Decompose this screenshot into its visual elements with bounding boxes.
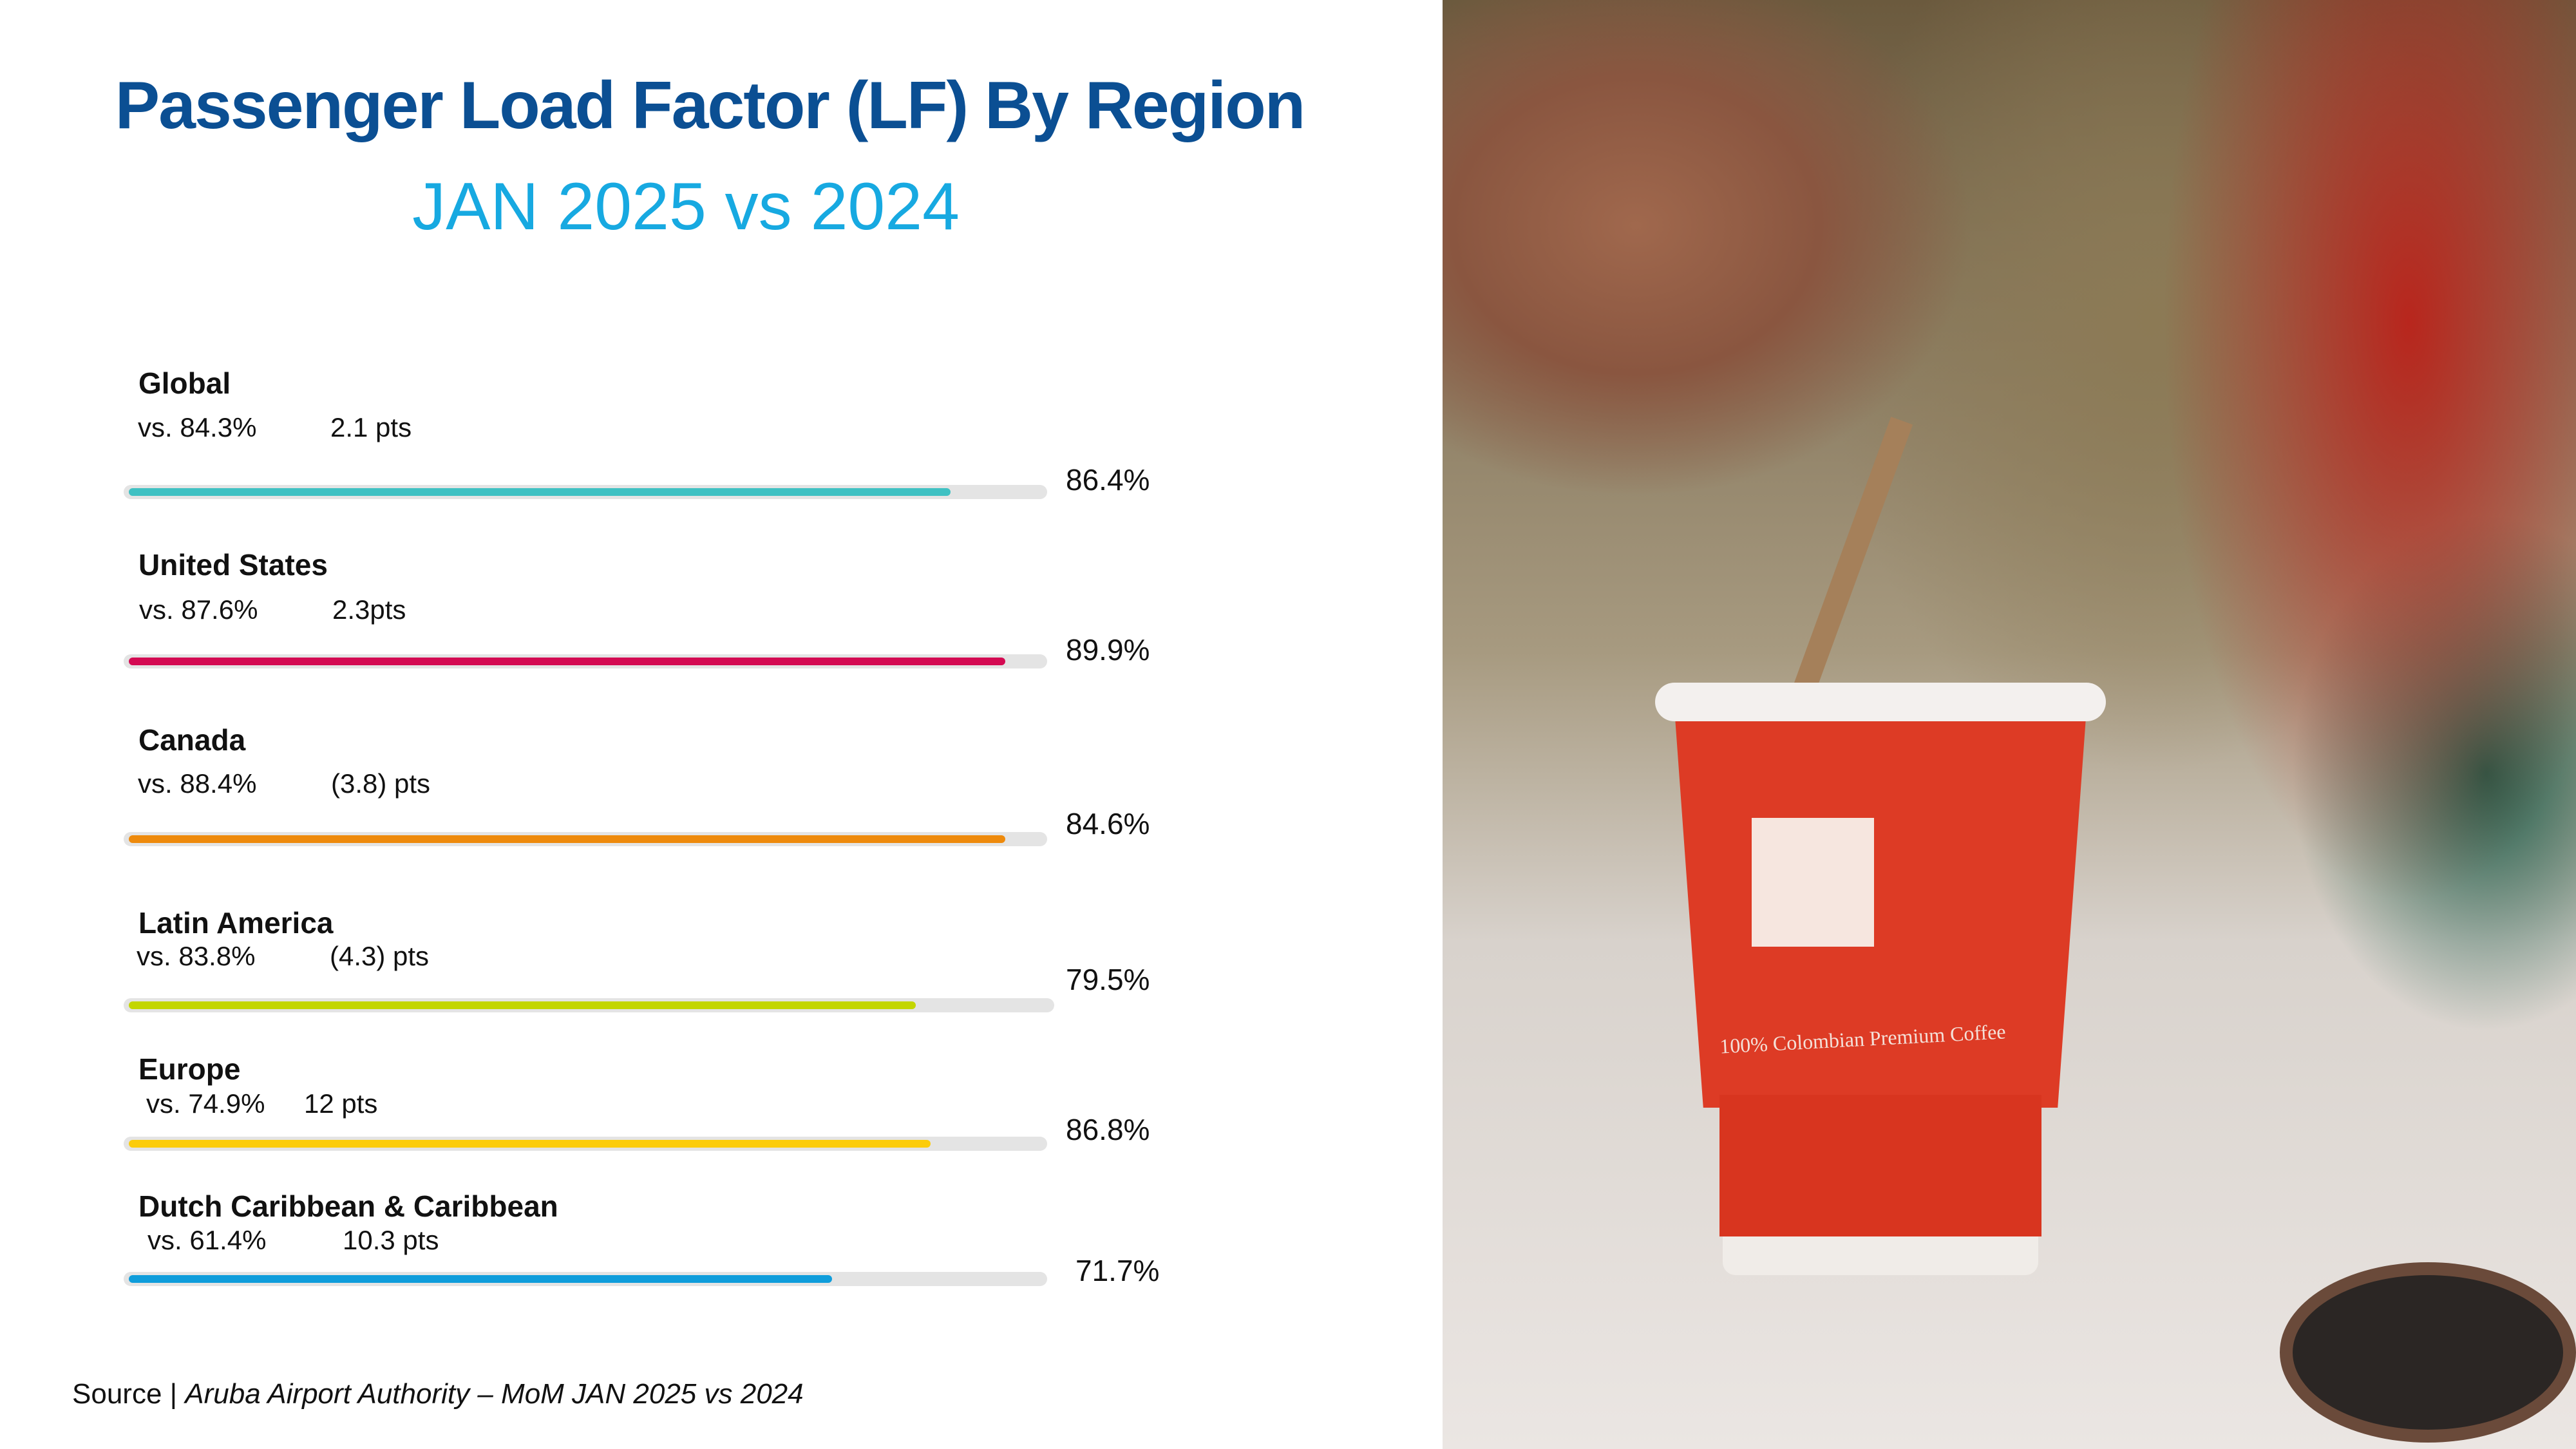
bar-track (124, 485, 1047, 499)
prior-year-value: vs. 87.6% (139, 594, 258, 625)
region-label: Global (138, 366, 231, 400)
current-value: 89.9% (1066, 633, 1150, 667)
current-value: 86.8% (1066, 1113, 1150, 1146)
change-points: (4.3) pts (330, 941, 430, 971)
bar-fill (129, 488, 951, 496)
change-points: 10.3 pts (343, 1225, 439, 1255)
bar-track (124, 1272, 1047, 1286)
prior-year-value: vs. 74.9% (146, 1088, 265, 1119)
source-text: Aruba Airport Authority – MoM JAN 2025 v… (185, 1378, 804, 1410)
bar-fill (129, 835, 1006, 843)
plate (2280, 1262, 2576, 1443)
change-points: (3.8) pts (331, 768, 431, 799)
change-points: 2.1 pts (330, 412, 412, 442)
bar-track (124, 654, 1047, 668)
current-value: 86.4% (1066, 463, 1150, 497)
current-value: 84.6% (1066, 807, 1150, 840)
page-title: Passenger Load Factor (LF) By Region (115, 68, 1306, 143)
source-note: Source | Aruba Airport Authority – MoM J… (72, 1378, 804, 1410)
bar-track (124, 1137, 1047, 1151)
region-label: Dutch Caribbean & Caribbean (138, 1189, 558, 1223)
bar-fill (129, 1140, 931, 1148)
prior-year-value: vs. 83.8% (137, 941, 256, 971)
region-label: Europe (138, 1052, 241, 1086)
bar-track (124, 832, 1047, 846)
coffee-cup: 100% Colombian Premium Coffee (1655, 683, 2106, 1275)
change-points: 12 pts (304, 1088, 378, 1119)
region-label: Canada (138, 723, 246, 757)
bar-fill (129, 658, 1006, 665)
bar-fill (129, 1275, 832, 1283)
prior-year-value: vs. 61.4% (147, 1225, 267, 1255)
region-label: Latin America (138, 906, 334, 940)
cup-logo (1752, 818, 1874, 947)
current-value: 79.5% (1066, 963, 1150, 996)
region-label: United States (138, 548, 328, 582)
current-value: 71.7% (1075, 1254, 1160, 1287)
coffee-cup-photo: 100% Colombian Premium Coffee (1443, 0, 2576, 1449)
change-points: 2.3pts (332, 594, 406, 625)
prior-year-value: vs. 84.3% (138, 412, 257, 442)
prior-year-value: vs. 88.4% (138, 768, 257, 799)
page-subtitle: JAN 2025 vs 2024 (412, 169, 960, 244)
source-prefix: Source | (72, 1378, 185, 1410)
hand-shape (1443, 0, 2022, 547)
bar-fill (129, 1001, 916, 1009)
bar-track (124, 998, 1054, 1012)
